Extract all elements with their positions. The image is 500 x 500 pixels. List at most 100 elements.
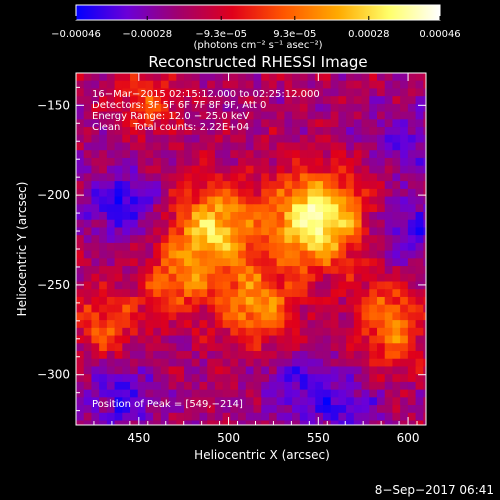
heatmap-cell	[338, 381, 347, 391]
heatmap-cell	[245, 111, 254, 120]
heatmap-cell	[292, 366, 301, 375]
heatmap-cell	[353, 389, 362, 398]
heatmap-cell	[214, 73, 224, 82]
heatmap-cell	[392, 142, 401, 151]
heatmap-cell	[353, 335, 362, 344]
heatmap-cell	[276, 389, 285, 398]
heatmap-cell	[114, 88, 123, 97]
heatmap-cell	[307, 281, 316, 290]
heatmap-cell	[230, 381, 239, 391]
heatmap-cell	[76, 165, 85, 174]
heatmap-cell	[292, 273, 301, 282]
heatmap-cell	[346, 111, 355, 120]
heatmap-cell	[145, 127, 154, 136]
heatmap-cell	[214, 111, 224, 120]
heatmap-cell	[99, 320, 108, 329]
heatmap-cell	[292, 258, 301, 267]
heatmap-cell	[207, 127, 216, 136]
heatmap-cell	[400, 420, 409, 425]
heatmap-cell	[184, 196, 193, 205]
heatmap-cell	[415, 165, 424, 174]
heatmap-cell	[268, 127, 278, 136]
heatmap-cell	[160, 273, 170, 282]
heatmap-cell	[307, 157, 316, 167]
heatmap-cell	[353, 289, 362, 298]
heatmap-cell	[137, 320, 146, 329]
axis-ticks: 450 500 550 600−150−200−250−300	[37, 73, 426, 445]
heatmap-cell	[353, 250, 362, 259]
heatmap-cell	[322, 142, 332, 151]
heatmap-cell	[369, 134, 378, 143]
heatmap-cell	[292, 335, 301, 344]
heatmap-cell	[299, 96, 308, 105]
heatmap-cell	[130, 289, 139, 298]
heatmap-cell	[145, 103, 154, 113]
heatmap-cell	[384, 343, 393, 352]
heatmap-cell	[222, 96, 231, 105]
heatmap-cell	[99, 258, 108, 267]
heatmap-cell	[176, 142, 185, 151]
heatmap-cell	[330, 227, 339, 236]
heatmap-cell	[407, 103, 416, 113]
heatmap-cell	[361, 351, 370, 360]
heatmap-cell	[176, 381, 185, 391]
y-tick-label: −150	[37, 98, 70, 112]
heatmap-cell	[292, 165, 301, 174]
heatmap-cell	[122, 374, 131, 383]
heatmap-cell	[315, 204, 324, 213]
heatmap-cell	[199, 351, 208, 360]
heatmap-cell	[423, 96, 426, 105]
heatmap-cell	[253, 289, 262, 298]
heatmap-cell	[400, 157, 409, 167]
heatmap-cell	[238, 320, 247, 329]
heatmap-cell	[160, 96, 170, 105]
heatmap-cell	[114, 320, 123, 329]
heatmap-cell	[153, 235, 162, 244]
heatmap-cell	[307, 289, 316, 298]
heatmap-cell	[91, 250, 100, 259]
heatmap-cell	[415, 258, 424, 267]
heatmap-cell	[276, 103, 285, 113]
heatmap-cell	[76, 80, 85, 89]
heatmap-cell	[361, 165, 370, 174]
heatmap-cell	[145, 157, 154, 167]
heatmap-cell	[245, 312, 254, 321]
heatmap-cell	[191, 366, 200, 375]
heatmap-cell	[292, 343, 301, 352]
heatmap-cell	[245, 273, 254, 282]
heatmap-cell	[307, 374, 316, 383]
heatmap-cell	[176, 258, 185, 267]
heatmap-cell	[268, 281, 278, 290]
heatmap-cell	[230, 250, 239, 259]
heatmap-cell	[253, 88, 262, 97]
heatmap-cell	[261, 127, 270, 136]
heatmap-cell	[99, 88, 108, 97]
heatmap-cell	[322, 266, 332, 275]
heatmap-cell	[168, 181, 177, 190]
heatmap-cell	[346, 219, 355, 228]
heatmap-cell	[176, 134, 185, 143]
heatmap-cell	[307, 111, 316, 120]
heatmap-cell	[83, 134, 92, 143]
heatmap-cell	[400, 134, 409, 143]
heatmap-cell	[307, 73, 316, 82]
heatmap-cell	[299, 80, 308, 89]
heatmap-cell	[407, 111, 416, 120]
heatmap-cell	[353, 88, 362, 97]
heatmap-cell	[214, 188, 224, 197]
heatmap-cell	[199, 157, 208, 167]
heatmap-cell	[361, 250, 370, 259]
heatmap-cell	[423, 327, 426, 336]
heatmap-cell	[276, 250, 285, 259]
heatmap-cell	[99, 80, 108, 89]
heatmap-cell	[130, 327, 139, 336]
heatmap-cell	[137, 273, 146, 282]
heatmap-cell	[284, 281, 293, 290]
heatmap-cell	[168, 250, 177, 259]
heatmap-cell	[137, 134, 146, 143]
heatmap-cell	[369, 242, 378, 252]
heatmap-cell	[214, 103, 224, 113]
heatmap-cell	[160, 219, 170, 228]
heatmap-cell	[377, 88, 386, 97]
heatmap-cell	[114, 73, 123, 82]
